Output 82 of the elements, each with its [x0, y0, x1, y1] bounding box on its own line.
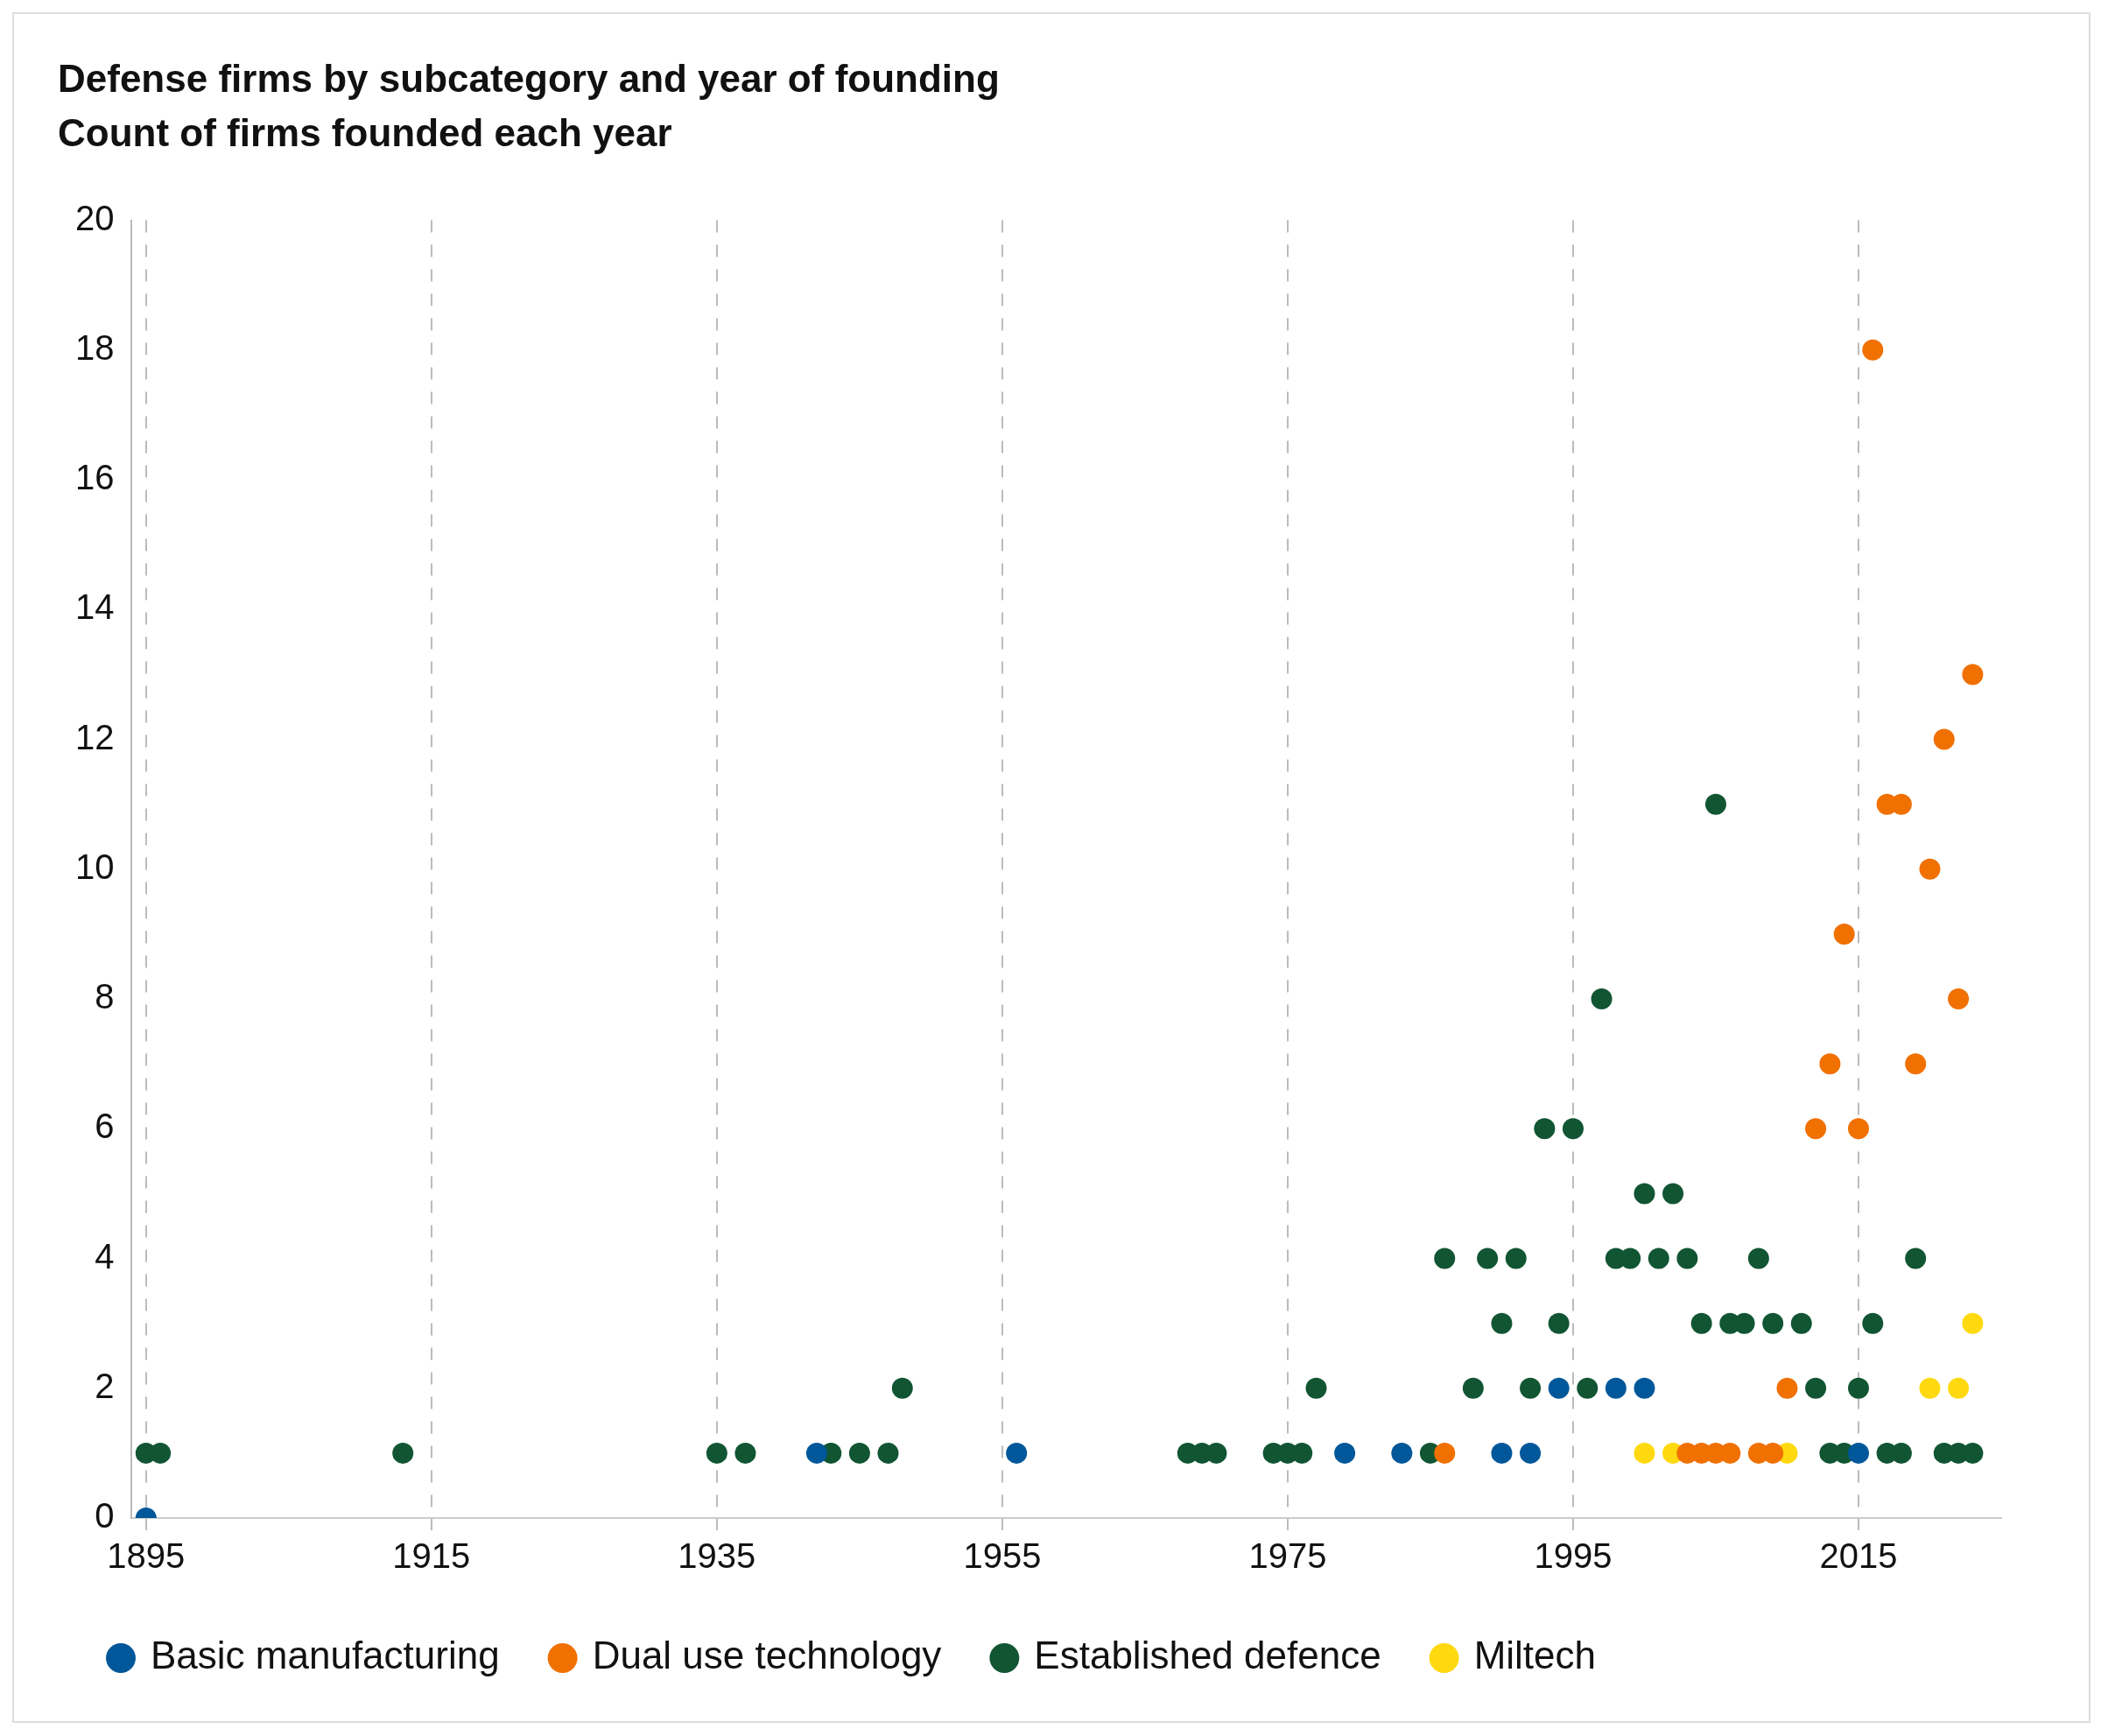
- point: [1634, 1377, 1655, 1399]
- point: [150, 1442, 172, 1464]
- point: [1776, 1377, 1798, 1399]
- point: [1704, 793, 1726, 815]
- x-tick-label: 1895: [107, 1536, 186, 1576]
- point: [1477, 1248, 1499, 1269]
- point: [1305, 1377, 1327, 1399]
- point: [1690, 1312, 1712, 1334]
- x-tick-label: 1915: [392, 1536, 471, 1576]
- point: [1862, 339, 1884, 361]
- y-tick-label: 10: [74, 847, 115, 886]
- legend-label: Miltech: [1473, 1634, 1596, 1677]
- y-tick-label: 20: [74, 198, 115, 237]
- point: [1919, 1377, 1941, 1399]
- point: [1948, 1377, 1970, 1399]
- legend-label: Established defence: [1034, 1634, 1381, 1677]
- point: [1462, 1377, 1484, 1399]
- y-tick-label: 6: [95, 1107, 115, 1146]
- point: [1933, 728, 1955, 750]
- x-tick-label: 1975: [1248, 1536, 1327, 1576]
- legend-label: Basic manufacturing: [151, 1634, 500, 1677]
- point: [1919, 858, 1941, 880]
- point: [1491, 1442, 1513, 1464]
- point: [877, 1442, 899, 1464]
- point: [1562, 1118, 1584, 1140]
- point: [1905, 1053, 1927, 1075]
- point: [1662, 1183, 1684, 1205]
- point: [1948, 988, 1970, 1010]
- point: [1505, 1248, 1527, 1269]
- y-tick-label: 0: [95, 1496, 115, 1536]
- y-tick-label: 12: [74, 717, 115, 756]
- x-tick-label: 1995: [1534, 1536, 1613, 1576]
- point: [1391, 1442, 1413, 1464]
- point: [1862, 1312, 1884, 1334]
- point: [1905, 1248, 1927, 1269]
- point: [1605, 1377, 1627, 1399]
- point: [1648, 1248, 1669, 1269]
- point: [1847, 1442, 1869, 1464]
- point: [1520, 1442, 1542, 1464]
- point: [1962, 664, 1984, 685]
- point: [1847, 1377, 1869, 1399]
- point: [1591, 988, 1613, 1010]
- point: [1805, 1118, 1827, 1140]
- point: [891, 1377, 913, 1399]
- chart-title: Defense firms by subcategory and year of founding: [58, 56, 1000, 100]
- x-tick-label: 1935: [678, 1536, 756, 1576]
- point: [392, 1442, 414, 1464]
- point: [1819, 1053, 1841, 1075]
- point: [1747, 1248, 1769, 1269]
- x-tick-label: 2015: [1819, 1536, 1898, 1576]
- y-tick-label: 4: [95, 1236, 115, 1276]
- point: [848, 1442, 870, 1464]
- point: [1434, 1248, 1456, 1269]
- y-tick-label: 16: [74, 458, 115, 497]
- point: [1676, 1248, 1698, 1269]
- point: [1805, 1377, 1827, 1399]
- y-tick-label: 18: [74, 327, 115, 367]
- chart-subtitle: Count of firms founded each year: [58, 111, 672, 155]
- point: [1634, 1183, 1655, 1205]
- point: [1434, 1442, 1456, 1464]
- point: [734, 1442, 756, 1464]
- x-tick-label: 1955: [963, 1536, 1042, 1576]
- point: [1548, 1312, 1570, 1334]
- point: [1577, 1377, 1599, 1399]
- point: [706, 1442, 727, 1464]
- point: [805, 1442, 827, 1464]
- point: [1833, 923, 1855, 945]
- y-tick-label: 8: [95, 977, 115, 1016]
- y-tick-label: 14: [74, 587, 115, 627]
- point: [1962, 1312, 1984, 1334]
- point: [1491, 1312, 1513, 1334]
- point: [1534, 1118, 1556, 1140]
- point: [1762, 1312, 1784, 1334]
- y-tick-label: 2: [95, 1366, 115, 1405]
- point: [1520, 1377, 1542, 1399]
- legend-label: Dual use technology: [592, 1634, 942, 1677]
- point: [1634, 1442, 1655, 1464]
- point: [1847, 1118, 1869, 1140]
- point: [1334, 1442, 1356, 1464]
- point: [1006, 1442, 1028, 1464]
- point: [1548, 1377, 1570, 1399]
- point: [1790, 1312, 1812, 1334]
